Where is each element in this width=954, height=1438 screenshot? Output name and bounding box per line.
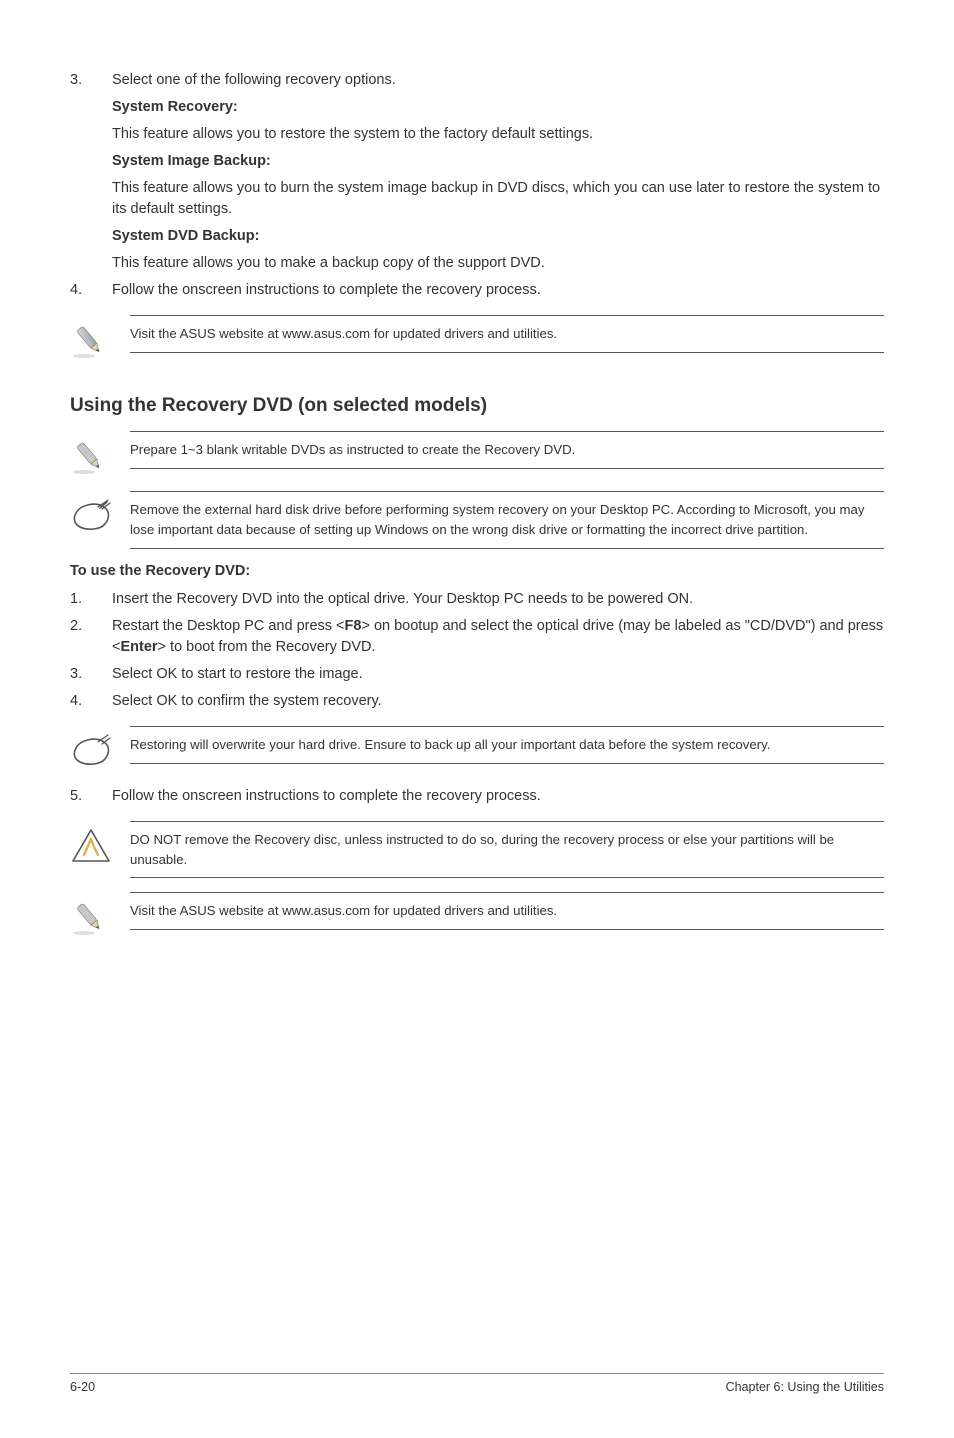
step-3-text: Select one of the following recovery opt… — [112, 70, 884, 91]
dvd-step-2-f8: F8 — [345, 618, 362, 634]
heading-recovery-dvd: Using the Recovery DVD (on selected mode… — [70, 395, 884, 417]
note-restoring-overwrite-text: Restoring will overwrite your hard drive… — [130, 726, 884, 764]
note-prepare-dvds: Prepare 1~3 blank writable DVDs as instr… — [70, 431, 884, 477]
note-do-not-remove-text: DO NOT remove the Recovery disc, unless … — [130, 821, 884, 879]
system-image-backup-desc: This feature allows you to burn the syst… — [112, 178, 884, 220]
step-4-text: Follow the onscreen instructions to comp… — [112, 280, 884, 301]
note-visit-asus-1: Visit the ASUS website at www.asus.com f… — [70, 315, 884, 361]
note-visit-asus-1-text: Visit the ASUS website at www.asus.com f… — [130, 315, 884, 353]
dvd-step-2-enter: Enter — [120, 639, 157, 655]
to-use-recovery-dvd-label: To use the Recovery DVD: — [70, 563, 884, 579]
dvd-step-3-number: 3. — [70, 664, 112, 685]
dvd-step-2: 2. Restart the Desktop PC and press <F8>… — [70, 616, 884, 658]
hand-icon — [70, 726, 130, 772]
system-image-backup-label: System Image Backup: — [112, 151, 884, 172]
dvd-step-2-post: > to boot from the Recovery DVD. — [158, 639, 376, 655]
pencil-icon — [70, 315, 130, 361]
system-dvd-backup-label: System DVD Backup: — [112, 226, 884, 247]
dvd-step-2-text: Restart the Desktop PC and press <F8> on… — [112, 616, 884, 658]
step-5: 5. Follow the onscreen instructions to c… — [70, 786, 884, 807]
dvd-step-3: 3. Select OK to start to restore the ima… — [70, 664, 884, 685]
step-3-number: 3. — [70, 70, 112, 91]
footer-page-number: 6-20 — [70, 1380, 95, 1394]
system-recovery-label: System Recovery: — [112, 97, 884, 118]
note-prepare-dvds-text: Prepare 1~3 blank writable DVDs as instr… — [130, 431, 884, 469]
system-recovery-desc: This feature allows you to restore the s… — [112, 124, 884, 145]
step-5-number: 5. — [70, 786, 112, 807]
system-dvd-backup-desc: This feature allows you to make a backup… — [112, 253, 884, 274]
dvd-step-1-number: 1. — [70, 589, 112, 610]
page-container: 3. Select one of the following recovery … — [0, 0, 954, 1438]
pencil-icon — [70, 892, 130, 938]
step-3: 3. Select one of the following recovery … — [70, 70, 884, 91]
dvd-step-3-text: Select OK to start to restore the image. — [112, 664, 884, 685]
dvd-step-4-text: Select OK to confirm the system recovery… — [112, 691, 884, 712]
note-restoring-overwrite: Restoring will overwrite your hard drive… — [70, 726, 884, 772]
caution-icon — [70, 821, 130, 865]
note-do-not-remove: DO NOT remove the Recovery disc, unless … — [70, 821, 884, 879]
note-remove-hdd-text: Remove the external hard disk drive befo… — [130, 491, 884, 549]
pencil-icon — [70, 431, 130, 477]
note-remove-hdd: Remove the external hard disk drive befo… — [70, 491, 884, 549]
note-visit-asus-2-text: Visit the ASUS website at www.asus.com f… — [130, 892, 884, 930]
footer-chapter-label: Chapter 6: Using the Utilities — [726, 1380, 884, 1394]
dvd-step-2-number: 2. — [70, 616, 112, 658]
dvd-step-1-text: Insert the Recovery DVD into the optical… — [112, 589, 884, 610]
hand-icon — [70, 491, 130, 537]
dvd-step-1: 1. Insert the Recovery DVD into the opti… — [70, 589, 884, 610]
step-4: 4. Follow the onscreen instructions to c… — [70, 280, 884, 301]
dvd-step-4-number: 4. — [70, 691, 112, 712]
dvd-step-4: 4. Select OK to confirm the system recov… — [70, 691, 884, 712]
dvd-step-2-pre: Restart the Desktop PC and press < — [112, 618, 345, 634]
page-footer: 6-20 Chapter 6: Using the Utilities — [70, 1373, 884, 1394]
step-4-number: 4. — [70, 280, 112, 301]
step-5-text: Follow the onscreen instructions to comp… — [112, 786, 884, 807]
note-visit-asus-2: Visit the ASUS website at www.asus.com f… — [70, 892, 884, 938]
